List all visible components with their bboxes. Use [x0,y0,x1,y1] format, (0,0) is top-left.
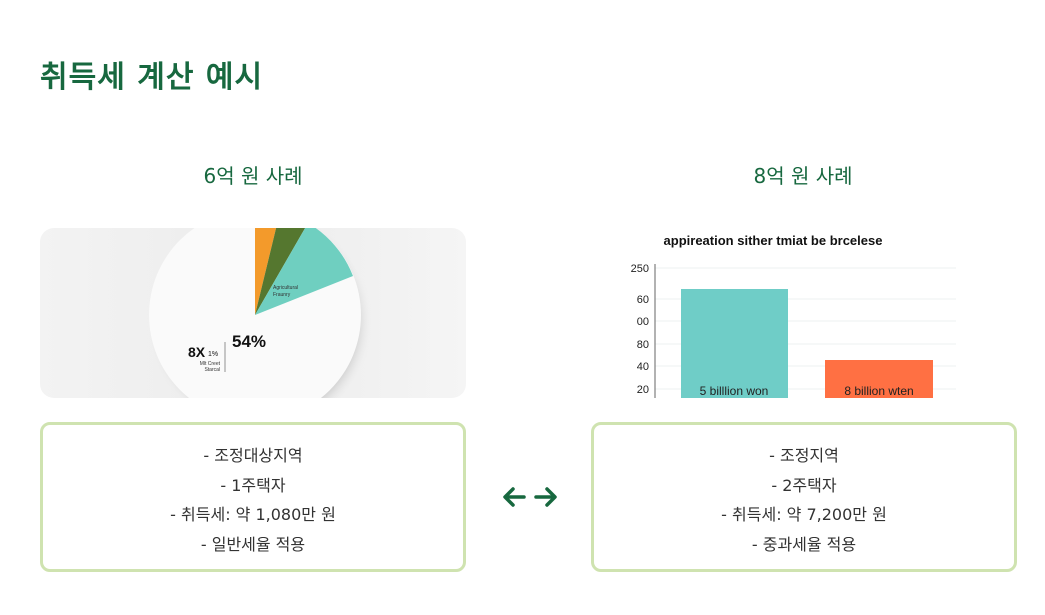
detail-list: - 조정지역 - 2주택자 - 취득세: 약 7,200만 원 - 중과세율 적… [594,425,1014,554]
pie-small-label: 1% [208,351,218,358]
tick-label: 60 [637,294,649,306]
bar [681,289,788,398]
detail-line: - 중과세율 적용 [751,534,857,554]
detail-line: - 취득세: 약 1,080만 원 [170,505,336,524]
detail-line: - 조정대상지역 [203,446,303,465]
case-heading: 6억 원 사례 [203,164,303,188]
tick-label: 40 [637,361,649,373]
case-heading: 8억 원 사례 [753,164,853,188]
slice-label: Fraunry [273,292,291,298]
pie-big-label: 8X [188,344,206,360]
detail-list: - 조정대상지역 - 1주택자 - 취득세: 약 1,080만 원 - 일반세율… [43,425,463,554]
bar [825,360,933,398]
pie-slice [255,228,280,315]
legend-text: Starcal [204,367,220,373]
tick-label: 00 [637,316,649,328]
page-title: 취득세 계산 예시 [40,60,264,95]
bar-label: 8 billion wten [844,384,913,398]
detail-line: - 1주택자 [220,475,286,495]
tick-label: 20 [637,384,649,396]
pie-percent: 54% [232,332,266,351]
detail-line: - 조정지역 [769,446,839,465]
bar-label: 5 billlion won [700,384,769,398]
compare-arrow [503,487,557,507]
slice-label: Agricultural [273,285,298,291]
detail-line: - 취득세: 약 7,200만 원 [721,505,887,524]
detail-line: - 2주택자 [771,475,837,495]
pie-image: Agricultural Fraunry 54% 8X 1% Mlt Creet… [40,228,466,398]
detail-box: - 조정대상지역 - 1주택자 - 취득세: 약 1,080만 원 - 일반세율… [40,422,466,572]
detail-box: - 조정지역 - 2주택자 - 취득세: 약 7,200만 원 - 중과세율 적… [591,422,1017,572]
pie-slice [255,228,308,315]
bar-image: appireation sither tmiat be brcelese 250… [631,233,956,398]
detail-line: - 일반세율 적용 [200,534,306,554]
pie-slice [255,228,353,315]
legend-text: Mlt Creet [200,361,221,367]
tick-label: 80 [637,339,649,351]
image-title: appireation sither tmiat be brcelese [664,233,883,248]
tick-label: 250 [631,263,649,275]
